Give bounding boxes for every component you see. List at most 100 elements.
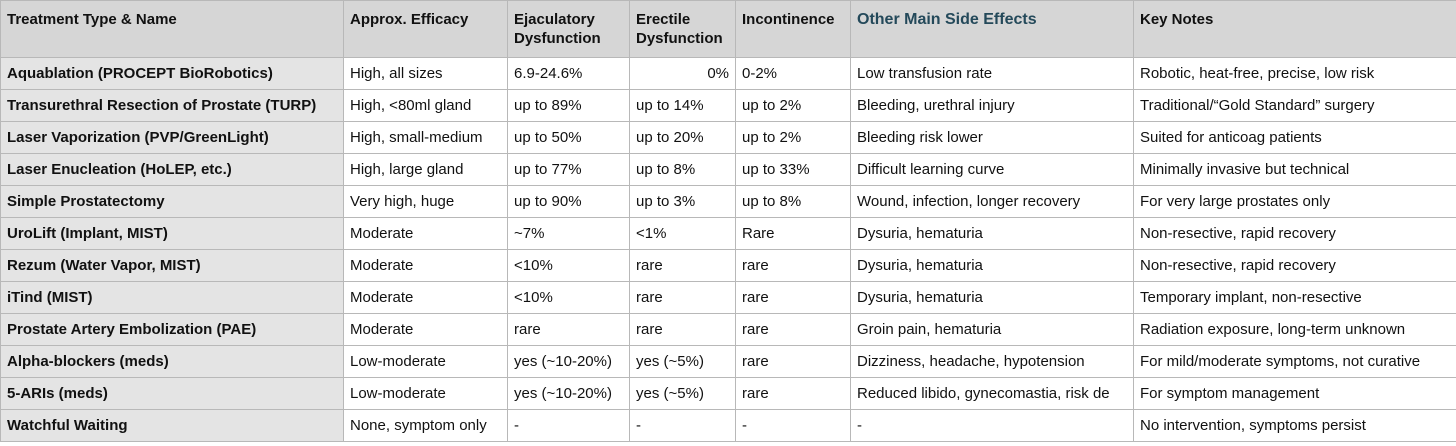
table-cell: yes (~5%) <box>629 345 736 378</box>
table-row: Laser Enucleation (HoLEP, etc.) High, lar… <box>0 153 1456 186</box>
table-cell: rare <box>629 313 736 346</box>
row-header: Alpha-blockers (meds) <box>0 345 344 378</box>
table-cell: 6.9-24.6% <box>507 57 630 90</box>
row-header: Laser Enucleation (HoLEP, etc.) <box>0 153 344 186</box>
table-cell: Low-moderate <box>343 377 508 410</box>
table-row: Transurethral Resection of Prostate (TUR… <box>0 89 1456 122</box>
table-cell: - <box>507 409 630 442</box>
table-cell: Wound, infection, longer recovery <box>850 185 1134 218</box>
column-header: Incontinence <box>735 0 851 58</box>
table-cell: up to 8% <box>735 185 851 218</box>
row-header: UroLift (Implant, MIST) <box>0 217 344 250</box>
table-cell: 0% <box>629 57 736 90</box>
column-header: Approx. Efficacy <box>343 0 508 58</box>
table-cell: rare <box>735 249 851 282</box>
table-row: Alpha-blockers (meds) Low-moderate yes (~1… <box>0 345 1456 378</box>
table-cell: - <box>850 409 1134 442</box>
table-cell: up to 33% <box>735 153 851 186</box>
table-cell: up to 20% <box>629 121 736 154</box>
table-cell: Low-moderate <box>343 345 508 378</box>
table-cell: Moderate <box>343 217 508 250</box>
table-cell: Non-resective, rapid recovery <box>1133 249 1456 282</box>
row-header: 5-ARIs (meds) <box>0 377 344 410</box>
table-cell: None, symptom only <box>343 409 508 442</box>
table-row: Watchful Waiting None, symptom only - - - - No… <box>0 409 1456 442</box>
table-cell: For mild/moderate symptoms, not curative <box>1133 345 1456 378</box>
table-cell: No intervention, symptoms persist <box>1133 409 1456 442</box>
table-cell: High, all sizes <box>343 57 508 90</box>
table-cell: yes (~5%) <box>629 377 736 410</box>
column-header: Treatment Type & Name <box>0 0 344 58</box>
table-row: Prostate Artery Embolization (PAE) Modera… <box>0 313 1456 346</box>
table-row: Simple Prostatectomy Very high, huge up to… <box>0 185 1456 218</box>
row-header: Watchful Waiting <box>0 409 344 442</box>
header-row: Treatment Type & Name Approx. Efficacy Eja… <box>0 0 1456 58</box>
table-cell: rare <box>735 377 851 410</box>
row-header: iTind (MIST) <box>0 281 344 314</box>
table-cell: up to 3% <box>629 185 736 218</box>
table-cell: Dizziness, headache, hypotension <box>850 345 1134 378</box>
table-cell: Dysuria, hematuria <box>850 217 1134 250</box>
table-cell: Moderate <box>343 249 508 282</box>
table-cell: Moderate <box>343 281 508 314</box>
table-cell: Traditional/“Gold Standard” surgery <box>1133 89 1456 122</box>
row-header: Transurethral Resection of Prostate (TUR… <box>0 89 344 122</box>
table-cell: Groin pain, hematuria <box>850 313 1134 346</box>
table-cell: rare <box>735 313 851 346</box>
table-cell: up to 8% <box>629 153 736 186</box>
row-header: Aquablation (PROCEPT BioRobotics) <box>0 57 344 90</box>
table-cell: up to 90% <box>507 185 630 218</box>
table-cell: For very large prostates only <box>1133 185 1456 218</box>
table-row: Laser Vaporization (PVP/GreenLight) High,… <box>0 121 1456 154</box>
table-cell: <1% <box>629 217 736 250</box>
table-cell: up to 50% <box>507 121 630 154</box>
table-cell: <10% <box>507 249 630 282</box>
table-cell: - <box>735 409 851 442</box>
table-cell: <10% <box>507 281 630 314</box>
table-cell: ~7% <box>507 217 630 250</box>
table-cell: High, small-medium <box>343 121 508 154</box>
column-header: Ejaculatory Dysfunction <box>507 0 630 58</box>
table-cell: rare <box>629 281 736 314</box>
table-cell: Dysuria, hematuria <box>850 249 1134 282</box>
row-header: Simple Prostatectomy <box>0 185 344 218</box>
column-header: Other Main Side Effects <box>850 0 1134 58</box>
table-cell: rare <box>507 313 630 346</box>
table-cell: Difficult learning curve <box>850 153 1134 186</box>
table-cell: Minimally invasive but technical <box>1133 153 1456 186</box>
column-header: Key Notes <box>1133 0 1456 58</box>
table-cell: For symptom management <box>1133 377 1456 410</box>
table-cell: Robotic, heat-free, precise, low risk <box>1133 57 1456 90</box>
table-cell: Moderate <box>343 313 508 346</box>
table-cell: Rare <box>735 217 851 250</box>
table-cell: yes (~10-20%) <box>507 345 630 378</box>
table-cell: rare <box>629 249 736 282</box>
table-cell: yes (~10-20%) <box>507 377 630 410</box>
table-cell: Low transfusion rate <box>850 57 1134 90</box>
table-cell: up to 89% <box>507 89 630 122</box>
table-cell: Suited for anticoag patients <box>1133 121 1456 154</box>
table-cell: up to 2% <box>735 89 851 122</box>
table-cell: rare <box>735 345 851 378</box>
column-header: Erectile Dysfunction <box>629 0 736 58</box>
table-row: Rezum (Water Vapor, MIST) Moderate <10% rar… <box>0 249 1456 282</box>
table-cell: 0-2% <box>735 57 851 90</box>
table-cell: Radiation exposure, long-term unknown <box>1133 313 1456 346</box>
row-header: Rezum (Water Vapor, MIST) <box>0 249 344 282</box>
table-cell: Temporary implant, non-resective <box>1133 281 1456 314</box>
table-cell: High, <80ml gland <box>343 89 508 122</box>
table-row: 5-ARIs (meds) Low-moderate yes (~10-20%) ye… <box>0 377 1456 410</box>
table-cell: up to 2% <box>735 121 851 154</box>
table-cell: Bleeding, urethral injury <box>850 89 1134 122</box>
table-row: iTind (MIST) Moderate <10% rare rare Dysuria,… <box>0 281 1456 314</box>
table-cell: High, large gland <box>343 153 508 186</box>
table-cell: up to 14% <box>629 89 736 122</box>
table-cell: - <box>629 409 736 442</box>
table-cell: up to 77% <box>507 153 630 186</box>
table-body: Aquablation (PROCEPT BioRobotics) High, a… <box>0 57 1456 442</box>
table-cell: Non-resective, rapid recovery <box>1133 217 1456 250</box>
table-cell: Dysuria, hematuria <box>850 281 1134 314</box>
table-row: UroLift (Implant, MIST) Moderate ~7% <1% Rar… <box>0 217 1456 250</box>
